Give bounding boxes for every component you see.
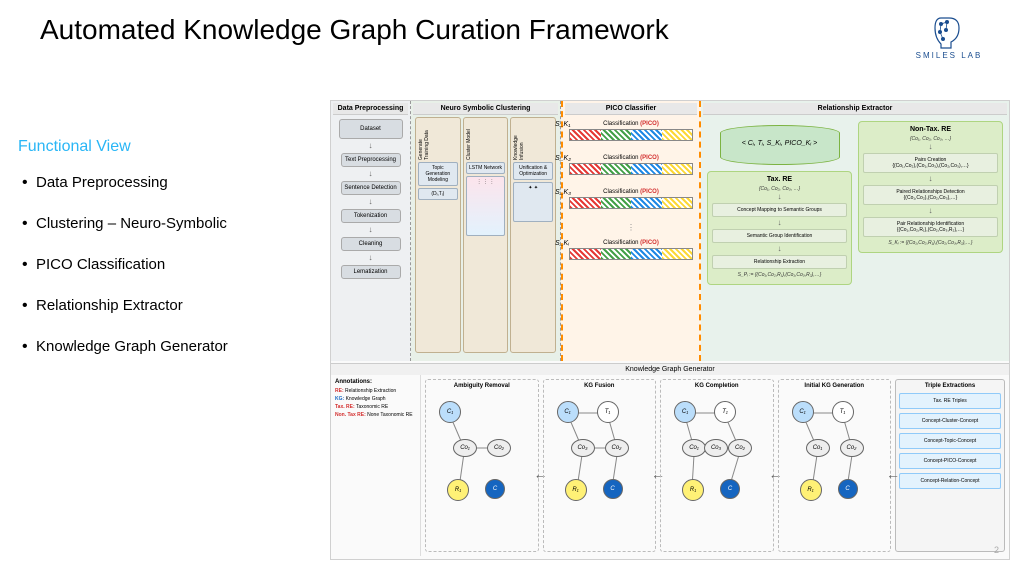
- cluster-col-knowledge: Knowledge Infusion Unification & Optimiz…: [510, 117, 556, 353]
- section-kg-generator: Knowledge Graph Generator Annotations: R…: [331, 363, 1009, 559]
- section-pico: PICO Classifier S_K₁ Classification (PIC…: [561, 101, 701, 361]
- arrow-down-icon: ↓: [333, 199, 408, 205]
- pico-row: S_Kᵢ Classification (PICO): [569, 240, 693, 260]
- box-lemmatization: Lematization: [341, 265, 401, 279]
- box-sentence: Sentence Detection: [341, 181, 401, 195]
- bullet-item: PICO Classification: [18, 256, 298, 273]
- kg-stage-fusion: KG Fusion C₁ T₁ Co₃ Co₂ R₁ C ←: [543, 379, 657, 552]
- pico-row: S_K₁ Classification (PICO): [569, 121, 693, 141]
- arrow-down-icon: ↓: [333, 227, 408, 233]
- bullet-item: Clustering – Neuro-Symbolic: [18, 215, 298, 232]
- section-header: Data Preprocessing: [333, 103, 408, 115]
- triple-box: Concept-Cluster-Concept: [899, 413, 1001, 429]
- bullet-item: Knowledge Graph Generator: [18, 338, 298, 355]
- triple-box: Concept-Topic-Concept: [899, 433, 1001, 449]
- cluster-col-training: Generate Training Data Topic Generation …: [415, 117, 461, 353]
- kg-stage-ambiguity: Ambiguity Removal C₁ Co₁ Co₂ R₁ C ←: [425, 379, 539, 552]
- tuple-store: < Cᵢ, Tᵢ, S_Kᵢ, PICO_Kᵢ >: [720, 125, 840, 165]
- bullet-item: Data Preprocessing: [18, 174, 298, 191]
- pico-row: S_K₃ Classification (PICO): [569, 189, 693, 209]
- triples-panel: Triple Extractions Tax. RE Triples Conce…: [895, 379, 1005, 552]
- box-cleaning: Cleaning: [341, 237, 401, 251]
- arrow-down-icon: ↓: [333, 255, 408, 261]
- cluster-col-model: Cluster Model LSTM Network ⋮ ⋮ ⋮: [463, 117, 509, 353]
- pico-row: S_K₂ Classification (PICO): [569, 155, 693, 175]
- bullet-item: Relationship Extractor: [18, 297, 298, 314]
- box-text-preproc: Text Preprocessing: [341, 153, 401, 167]
- box-tokenization: Tokenization: [341, 209, 401, 223]
- nontax-re-panel: Non-Tax. RE {Co₁, Co₂, Co₃, …} ↓ Pairs C…: [858, 121, 1003, 253]
- section-clustering: Neuro Symbolic Clustering Generate Train…: [411, 101, 561, 361]
- kg-stage-completion: KG Completion C₁ T₁ Co₁ Co₃ Co₂ R₁ C ←: [660, 379, 774, 552]
- triple-box: Concept-Relation-Concept: [899, 473, 1001, 489]
- section-header: Neuro Symbolic Clustering: [413, 103, 558, 115]
- triple-box: Concept-PICO-Concept: [899, 453, 1001, 469]
- logo-text: SMILES LAB: [916, 51, 983, 60]
- section-header: PICO Classifier: [565, 103, 697, 115]
- section-header: Relationship Extractor: [703, 103, 1007, 115]
- functional-view-heading: Functional View: [18, 138, 298, 156]
- bullet-list: Data Preprocessing Clustering – Neuro-Sy…: [18, 174, 298, 355]
- box-dataset: Dataset: [339, 119, 403, 139]
- kg-stage-initial: Initial KG Generation C₁ T₁ Co₁ Co₂ R₁ C…: [778, 379, 892, 552]
- section-preprocessing: Data Preprocessing Dataset ↓ Text Prepro…: [331, 101, 411, 361]
- page-number: 2: [994, 545, 999, 555]
- triple-box: Tax. RE Triples: [899, 393, 1001, 409]
- annotations-panel: Annotations: RE: Relationship Extraction…: [331, 375, 421, 556]
- page-title: Automated Knowledge Graph Curation Frame…: [40, 14, 669, 46]
- arrow-down-icon: ↓: [333, 171, 408, 177]
- section-header: Knowledge Graph Generator: [331, 364, 1009, 375]
- section-relationship: Relationship Extractor < Cᵢ, Tᵢ, S_Kᵢ, P…: [701, 101, 1009, 361]
- lab-logo: SMILES LAB: [914, 14, 984, 64]
- tax-re-panel: Tax. RE {Co₁, Co₂, Co₃, …} ↓ Concept Map…: [707, 171, 852, 285]
- arrow-down-icon: ↓: [333, 143, 408, 149]
- framework-diagram: Data Preprocessing Dataset ↓ Text Prepro…: [330, 100, 1010, 560]
